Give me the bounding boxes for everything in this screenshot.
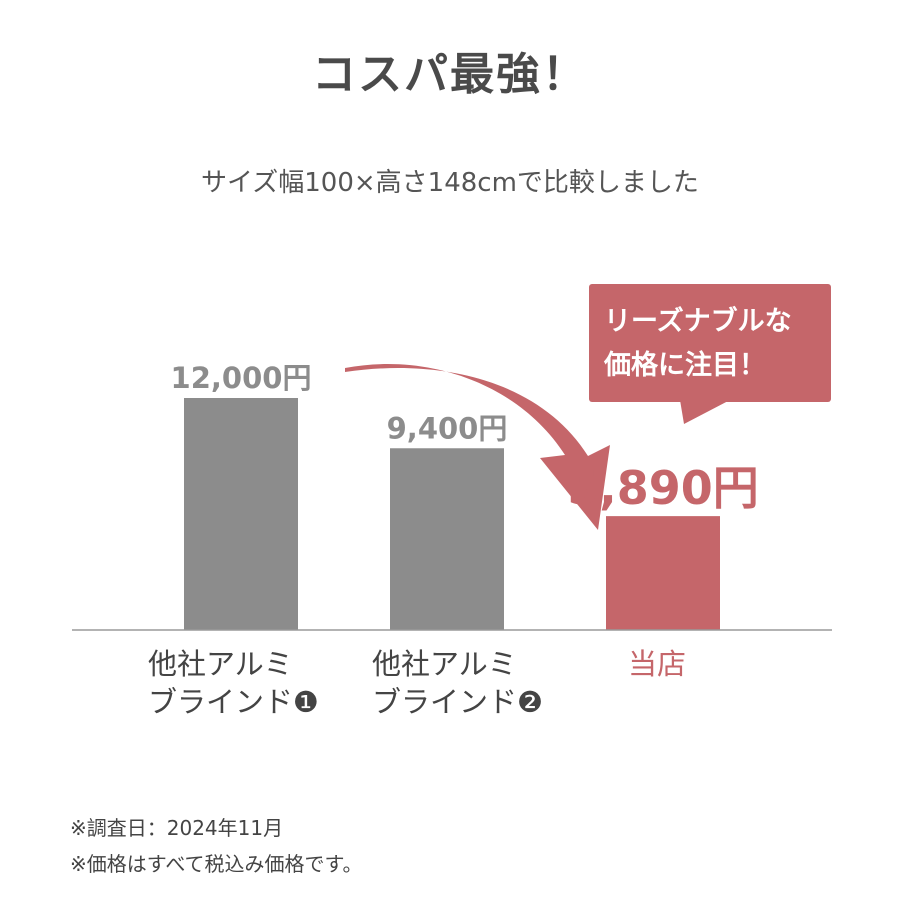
value-label-our-store: 5,890円 bbox=[567, 461, 759, 515]
callout-text: リーズナブルな 価格に注目！ bbox=[604, 300, 824, 388]
value-label-competitor-2: 9,400円 bbox=[387, 411, 508, 445]
category-label-competitor-1: 他社アルミブラインド❶ bbox=[148, 645, 319, 721]
callout-line-1: リーズナブルな bbox=[604, 306, 792, 337]
labels-layer: 12,000円 9,400円 5,890円 bbox=[171, 361, 759, 515]
category-label-line-1: 他社アルミ bbox=[372, 647, 517, 681]
footnotes: ※調査日：2024年11月 ※価格はすべて税込み価格です。 bbox=[70, 810, 363, 882]
bar-our-store bbox=[606, 516, 720, 630]
bar-competitor-2 bbox=[390, 448, 504, 630]
footnote-survey-date: ※調査日：2024年11月 bbox=[70, 816, 284, 840]
page-title: コスパ最強！ bbox=[312, 49, 588, 100]
category-label-our-store: 当店 bbox=[628, 645, 686, 683]
callout-line-2: 価格に注目！ bbox=[604, 350, 766, 381]
bars-layer bbox=[184, 398, 720, 630]
page-subtitle: サイズ幅100×高さ148cmで比較しました bbox=[201, 168, 699, 198]
bar-competitor-1 bbox=[184, 398, 298, 630]
category-label-line-2: ブラインド❷ bbox=[372, 685, 543, 719]
category-label-competitor-2: 他社アルミブラインド❷ bbox=[372, 645, 543, 721]
callout-bubble bbox=[589, 284, 831, 402]
value-label-competitor-1: 12,000円 bbox=[171, 361, 312, 395]
category-label-line-1: 当店 bbox=[628, 647, 687, 681]
category-label-line-2: ブラインド❶ bbox=[148, 685, 319, 719]
footnote-tax-included: ※価格はすべて税込み価格です。 bbox=[70, 852, 363, 876]
callout-pointer-icon bbox=[680, 400, 730, 424]
category-label-line-1: 他社アルミ bbox=[148, 647, 293, 681]
